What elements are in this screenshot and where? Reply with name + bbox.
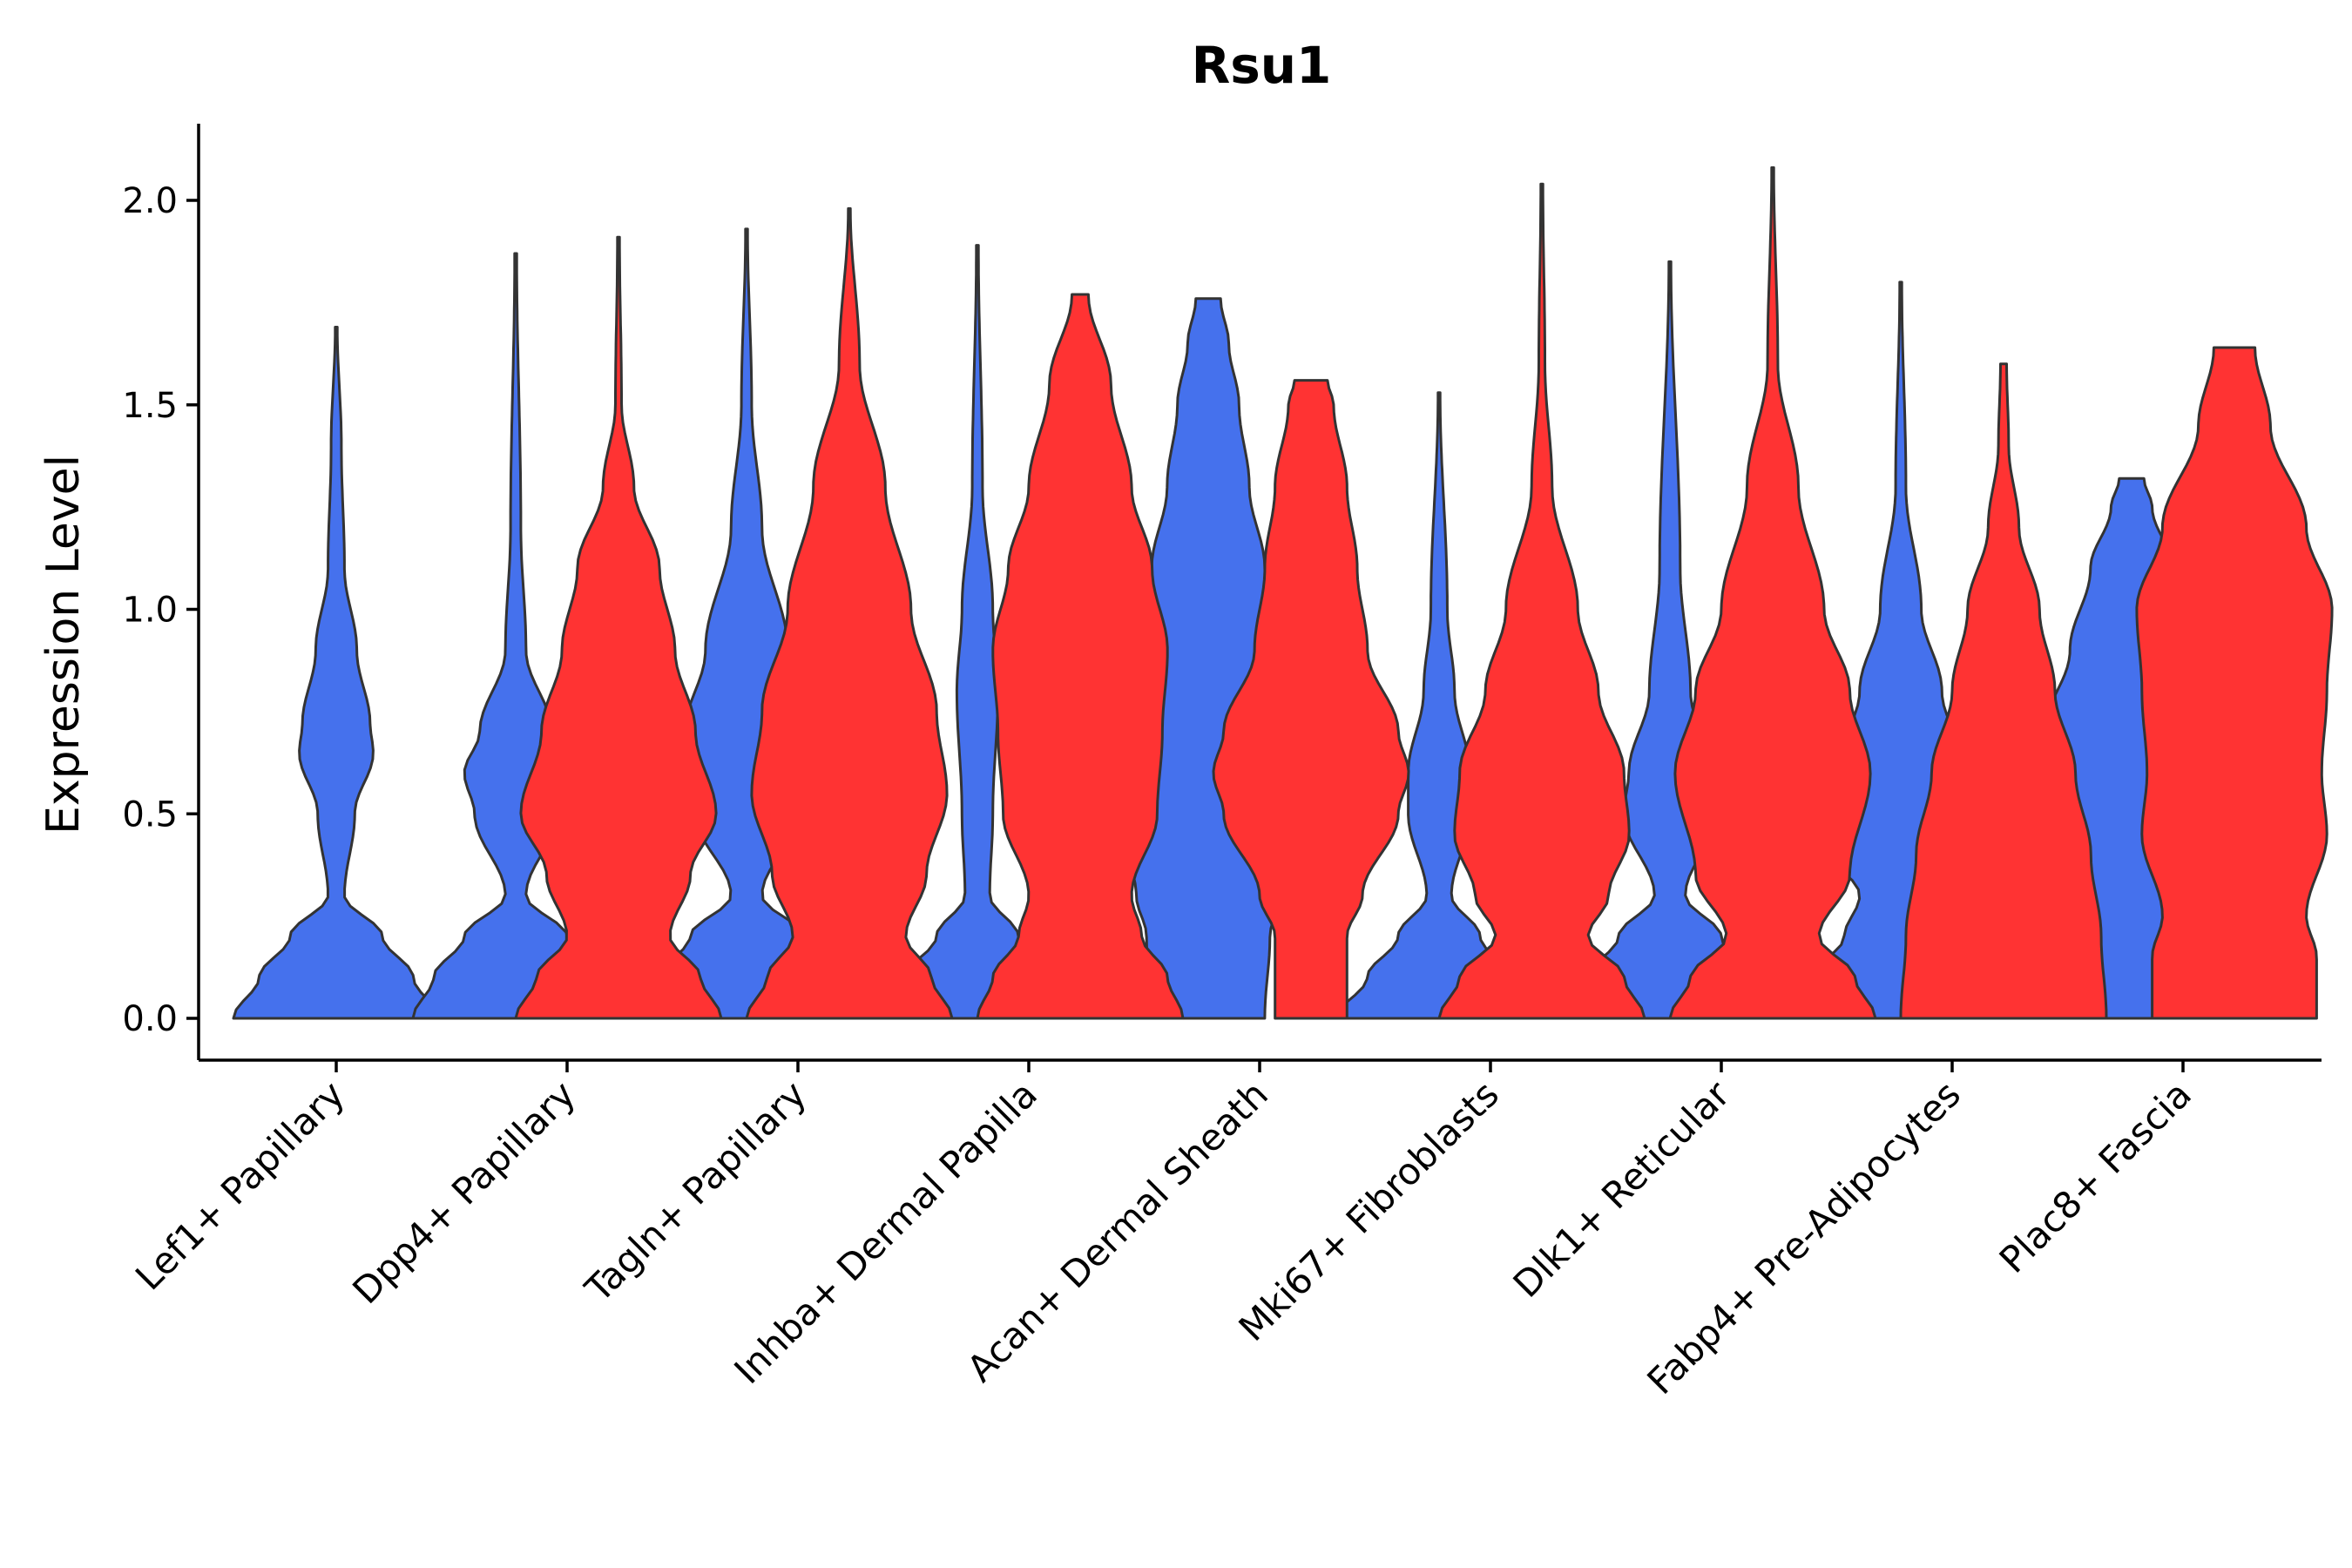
chart-title: Rsu1 bbox=[1192, 36, 1332, 95]
violin-shape bbox=[745, 206, 954, 1020]
violin-shape bbox=[514, 235, 723, 1020]
violin-group bbox=[232, 166, 2334, 1020]
x-tick-label: Dlk1+ Reticular bbox=[1505, 1072, 1739, 1306]
violin-shape bbox=[1212, 379, 1410, 1020]
violin-shape bbox=[873, 244, 1082, 1020]
y-tick-label: 2.0 bbox=[122, 181, 178, 221]
violin-shape bbox=[232, 326, 441, 1020]
y-tick-label: 1.5 bbox=[122, 386, 178, 426]
violin-shape bbox=[2135, 346, 2334, 1020]
y-tick-label: 0.0 bbox=[122, 999, 178, 1039]
violin-shape bbox=[1668, 166, 1877, 1020]
x-tick-label: Lef1+ Papillary bbox=[127, 1072, 353, 1298]
y-tick-label: 1.0 bbox=[122, 591, 178, 631]
y-axis-label: Expression Level bbox=[37, 455, 90, 835]
x-tick-label: Plac8+ Fascia bbox=[1991, 1072, 2200, 1281]
violin-shape bbox=[1899, 362, 2108, 1020]
x-tick-label: Tagln+ Papillary bbox=[577, 1072, 814, 1310]
violin-shape bbox=[1437, 182, 1646, 1020]
x-tick-label: Mki67+ Fibroblasts bbox=[1231, 1072, 1507, 1348]
x-tick-label: Dpp4+ Papillary bbox=[344, 1072, 584, 1312]
y-axis: 0.0 0.5 1.0 1.5 2.0 bbox=[122, 124, 200, 1060]
y-tick-label: 0.5 bbox=[122, 794, 178, 835]
violin-shape bbox=[976, 293, 1185, 1020]
